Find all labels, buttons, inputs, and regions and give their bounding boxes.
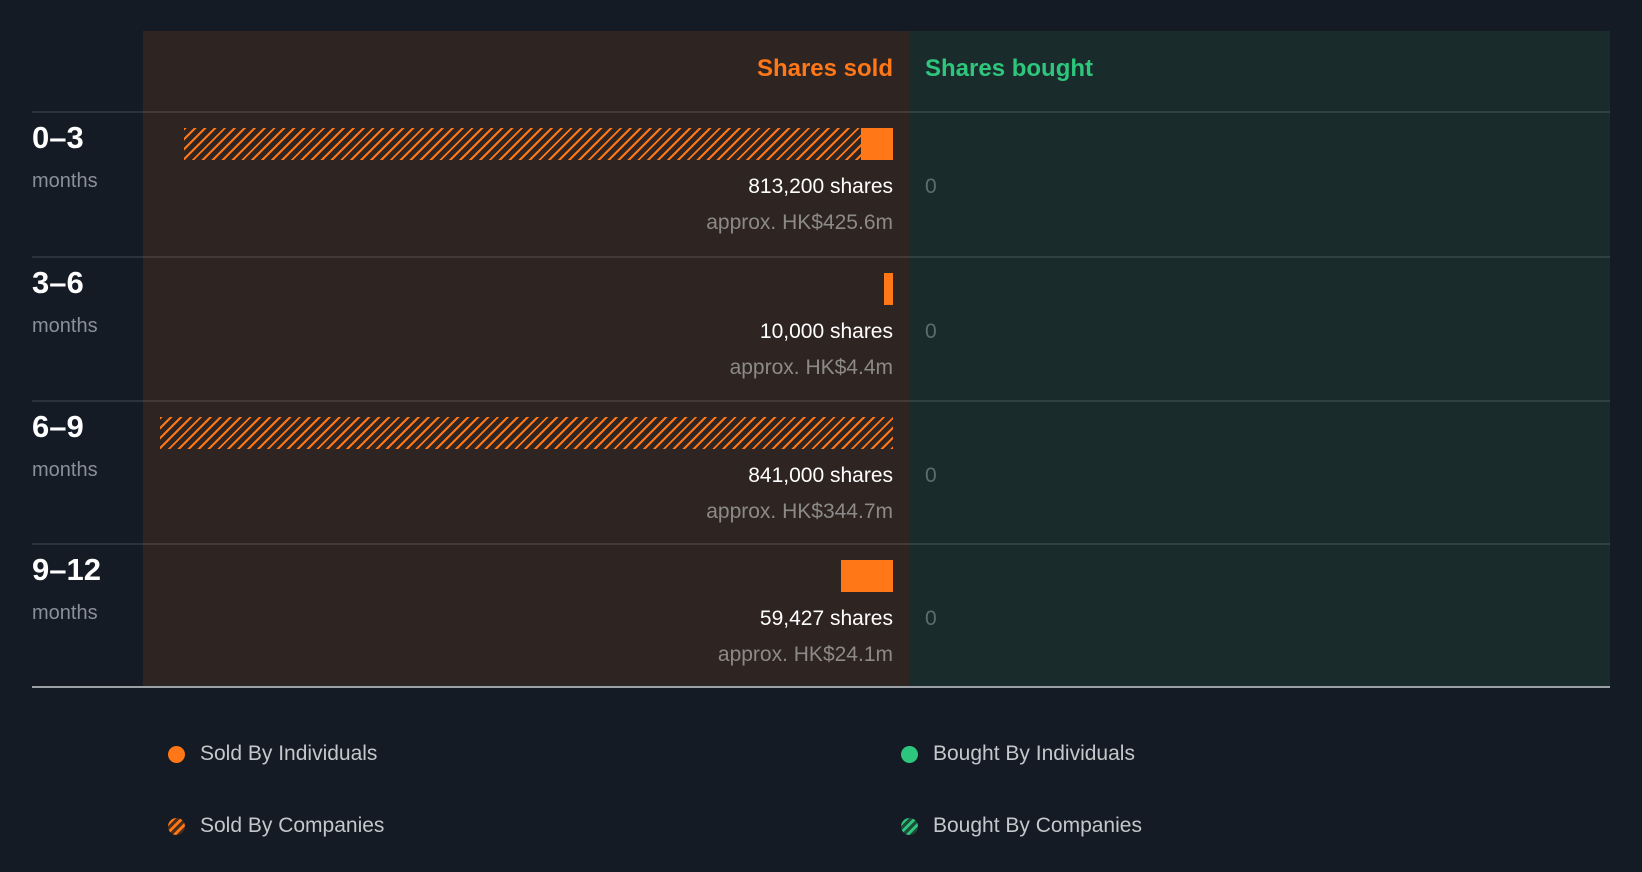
period-row-6-9: 6–9 months 841,000 shares approx. HK$344… [0,401,1642,545]
sold-by-individuals-bar [884,273,893,305]
shares-sold-count: 841,000 shares [748,464,893,487]
row-divider [32,400,1610,402]
shares-bought-count: 0 [925,320,937,343]
shares-sold-count: 813,200 shares [748,175,893,198]
legend-label: Sold By Companies [200,814,385,837]
sold-bar [841,560,893,592]
legend-label: Sold By Individuals [200,742,378,765]
shares-bought-count: 0 [925,464,937,487]
period-unit: months [32,170,98,192]
chart-baseline [32,686,1610,688]
period-unit: months [32,602,98,624]
shares-bought-count: 0 [925,175,937,198]
period-label: 9–12 [32,552,101,587]
shares-sold-header: Shares sold [756,55,893,82]
legend-label: Bought By Individuals [933,742,1135,765]
row-divider [32,543,1610,545]
period-row-0-3: 0–3 months 813,200 shares approx. HK$425… [0,112,1642,256]
period-row-9-12: 9–12 months 59,427 shares approx. HK$24.… [0,544,1642,688]
period-label: 6–9 [32,409,84,444]
row-divider [32,256,1610,258]
legend-sold-by-companies[interactable]: Sold By Companies [168,814,384,838]
row-divider [32,111,1610,113]
shares-bought-count: 0 [925,607,937,630]
shares-sold-value: approx. HK$4.4m [729,356,893,379]
period-label: 3–6 [32,265,84,300]
hatched-orange-dot-icon [168,817,185,835]
sold-by-individuals-bar [861,128,893,160]
period-label: 0–3 [32,120,84,155]
legend-sold-by-individuals[interactable]: Sold By Individuals [168,742,377,766]
sold-by-companies-bar [160,417,893,449]
legend-label: Bought By Companies [933,814,1142,837]
period-unit: months [32,459,98,481]
legend-bought-by-individuals[interactable]: Bought By Individuals [901,742,1135,766]
sold-bar [884,273,893,305]
period-row-3-6: 3–6 months 10,000 shares approx. HK$4.4m… [0,257,1642,401]
hatched-green-dot-icon [901,817,918,835]
shares-bought-panel [909,31,1610,687]
sold-bar [160,417,893,449]
shares-sold-value: approx. HK$425.6m [706,211,893,234]
shares-bought-header: Shares bought [925,55,1094,82]
solid-orange-dot-icon [168,745,185,763]
legend-bought-by-companies[interactable]: Bought By Companies [901,814,1142,838]
sold-by-individuals-bar [841,560,893,592]
shares-sold-count: 10,000 shares [759,320,893,343]
shares-sold-value: approx. HK$24.1m [717,643,893,666]
sold-by-companies-bar [184,128,861,160]
solid-green-dot-icon [901,745,918,763]
sold-bar [184,128,893,160]
shares-sold-value: approx. HK$344.7m [706,500,893,523]
period-unit: months [32,315,98,337]
shares-sold-count: 59,427 shares [759,607,893,630]
